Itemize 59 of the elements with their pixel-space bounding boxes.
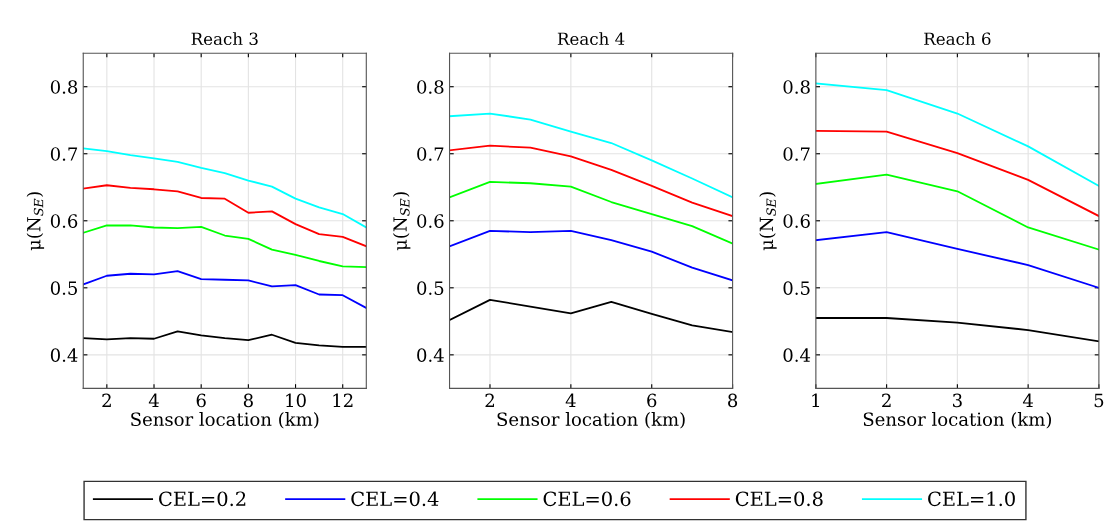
y-tick-label: 0.7	[417, 147, 444, 161]
line-series	[815, 173, 1099, 251]
line-series	[815, 82, 1099, 187]
y-tick-label: 0.8	[50, 80, 78, 94]
legend-label: CEL=0.4	[351, 491, 439, 507]
x-tick-label: 4	[565, 393, 576, 407]
y-tick-label: 0.4	[783, 348, 811, 362]
y-axis-title: μ(N$_{SE}$)	[26, 192, 45, 251]
y-tick-label: 0.8	[783, 80, 810, 94]
y-tick-label: 0.6	[417, 214, 444, 228]
x-tick-label: 5	[1094, 393, 1104, 408]
y-tick-label: 0.4	[50, 348, 78, 362]
y-tick-label: 0.7	[783, 147, 810, 161]
line-series	[449, 144, 733, 217]
line-series	[83, 147, 367, 229]
x-tick-label: 3	[953, 393, 962, 408]
x-tick-label: 10	[286, 393, 306, 408]
x-tick-label: 2	[882, 393, 891, 407]
x-axis-title: Sensor location (km)	[131, 412, 319, 429]
line-series	[815, 317, 1099, 343]
chart-title: Reach 6	[924, 32, 991, 46]
legend-label: CEL=0.6	[543, 491, 631, 507]
y-tick-label: 0.6	[50, 214, 78, 228]
chart-title: Reach 4	[557, 32, 625, 46]
x-tick-label: 2	[485, 393, 494, 407]
x-tick-label: 1	[812, 393, 820, 407]
y-axis-title: μ(N$_{SE}$)	[392, 192, 411, 251]
line-series	[449, 298, 733, 333]
y-tick-label: 0.5	[783, 281, 810, 295]
x-tick-label: 8	[243, 393, 253, 408]
y-axis-title: μ(N$_{SE}$)	[759, 192, 777, 251]
line-series	[449, 229, 733, 282]
legend-label: CEL=1.0	[928, 491, 1015, 507]
x-tick-label: 6	[196, 393, 206, 408]
x-axis-title: Sensor location (km)	[863, 412, 1052, 429]
chart-title: Reach 3	[191, 32, 258, 46]
x-axis-title: Sensor location (km)	[497, 412, 685, 429]
y-tick-label: 0.5	[50, 281, 77, 295]
line-series	[815, 130, 1099, 217]
x-tick-label: 6	[647, 393, 657, 408]
y-tick-label: 0.7	[50, 147, 78, 161]
line-series	[83, 224, 367, 268]
x-tick-label: 12	[333, 393, 353, 407]
line-series	[83, 184, 367, 248]
y-tick-label: 0.5	[417, 281, 444, 295]
line-series	[449, 112, 733, 199]
y-tick-label: 0.6	[783, 214, 810, 228]
legend-label: CEL=0.2	[159, 491, 246, 507]
line-series	[449, 180, 733, 245]
x-tick-label: 4	[1022, 393, 1033, 407]
legend-label: CEL=0.8	[735, 491, 823, 507]
line-series	[83, 330, 367, 348]
x-tick-label: 2	[102, 393, 111, 407]
x-tick-label: 8	[728, 393, 738, 408]
y-tick-label: 0.8	[417, 80, 444, 94]
y-tick-label: 0.4	[417, 348, 444, 362]
x-tick-label: 4	[148, 393, 159, 407]
line-series	[83, 270, 367, 309]
line-series	[815, 231, 1099, 289]
